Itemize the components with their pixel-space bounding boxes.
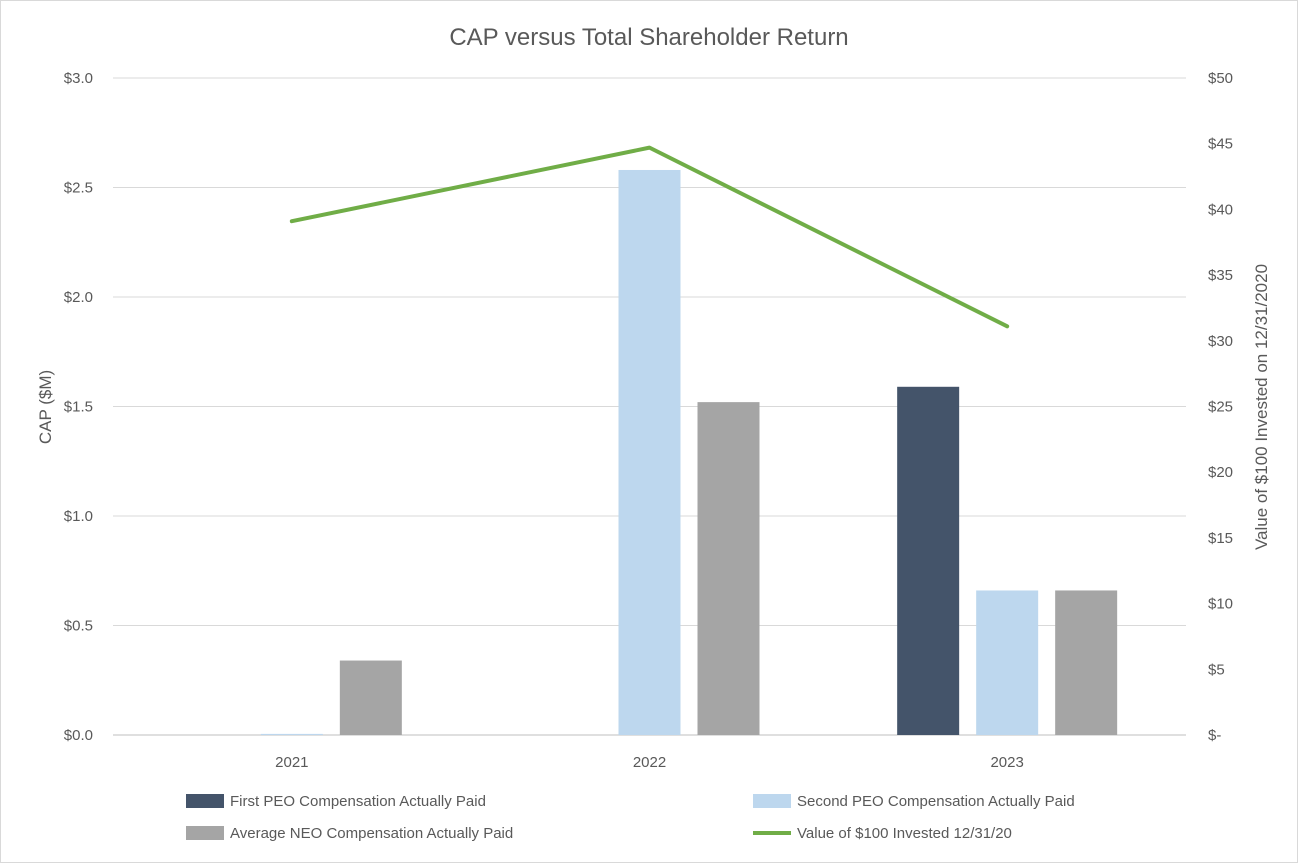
- bar-marks: [260, 169, 1118, 736]
- right-tick-label: $40: [1208, 201, 1233, 218]
- right-tick-label: $20: [1208, 464, 1233, 481]
- legend-swatch: [753, 794, 791, 808]
- left-tick-label: $0.0: [64, 727, 93, 744]
- bar: [339, 660, 402, 735]
- legend-item: First PEO Compensation Actually Paid: [186, 793, 486, 810]
- right-tick-label: $50: [1208, 70, 1233, 87]
- chart-legend: First PEO Compensation Actually Paid Seco…: [186, 793, 1075, 842]
- left-tick-label: $2.5: [64, 180, 93, 197]
- tsr-line: [289, 145, 1010, 329]
- legend-label: Average NEO Compensation Actually Paid: [230, 825, 513, 842]
- legend-item: Average NEO Compensation Actually Paid: [186, 825, 513, 842]
- left-tick-label: $1.0: [64, 508, 93, 525]
- left-tick-label: $0.5: [64, 618, 93, 635]
- right-tick-label: $45: [1208, 136, 1233, 153]
- bar: [260, 733, 323, 735]
- right-tick-label: $15: [1208, 530, 1233, 547]
- x-tick-label: 2021: [275, 754, 308, 771]
- legend-item: Value of $100 Invested 12/31/20: [753, 825, 1012, 842]
- line-series: [289, 145, 1010, 329]
- left-tick-label: $2.0: [64, 289, 93, 306]
- left-axis-title: CAP ($M): [36, 370, 55, 444]
- chart-title: CAP versus Total Shareholder Return: [449, 24, 848, 51]
- legend-swatch: [186, 794, 224, 808]
- bar: [1055, 590, 1118, 735]
- left-tick-label: $1.5: [64, 399, 93, 416]
- legend-swatch: [186, 826, 224, 840]
- bar: [618, 169, 681, 736]
- x-axis-ticks: 2021 2022 2023: [275, 754, 1024, 771]
- right-tick-label: $35: [1208, 267, 1233, 284]
- right-axis-ticks: $- $5 $10 $15 $20 $25 $30 $35 $40 $45 $50: [1208, 70, 1233, 744]
- legend-label: Value of $100 Invested 12/31/20: [797, 825, 1012, 842]
- legend-label: First PEO Compensation Actually Paid: [230, 793, 486, 810]
- right-tick-label: $10: [1208, 596, 1233, 613]
- right-tick-label: $-: [1208, 727, 1221, 744]
- bar: [697, 402, 760, 735]
- legend-item: Second PEO Compensation Actually Paid: [753, 793, 1075, 810]
- left-tick-label: $3.0: [64, 70, 93, 87]
- x-tick-label: 2022: [633, 754, 666, 771]
- bar: [976, 590, 1039, 735]
- right-tick-label: $30: [1208, 333, 1233, 350]
- left-axis-ticks: $0.0 $0.5 $1.0 $1.5 $2.0 $2.5 $3.0: [64, 70, 93, 744]
- bar: [897, 386, 960, 735]
- right-tick-label: $5: [1208, 661, 1225, 678]
- x-tick-label: 2023: [990, 754, 1023, 771]
- right-axis-title: Value of $100 Invested on 12/31/2020: [1252, 264, 1271, 550]
- legend-label: Second PEO Compensation Actually Paid: [797, 793, 1075, 810]
- right-tick-label: $25: [1208, 399, 1233, 416]
